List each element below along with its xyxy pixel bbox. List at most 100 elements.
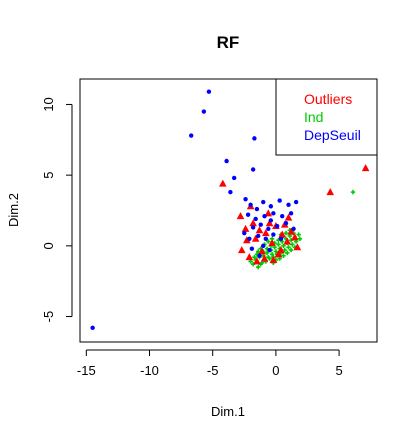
point-depseuil — [267, 247, 272, 253]
point-depseuil — [268, 204, 274, 209]
point-depseuil — [271, 211, 276, 216]
legend-entry-outliers: Outliers — [304, 91, 352, 107]
point-outlier — [278, 230, 287, 238]
data-points — [90, 89, 370, 331]
point-outlier — [326, 188, 335, 196]
point-outlier — [268, 239, 276, 247]
point-ind — [256, 264, 261, 270]
point-depseuil — [268, 218, 274, 223]
point-depseuil — [254, 206, 260, 212]
point-depseuil — [201, 109, 207, 114]
point-outlier — [261, 229, 270, 237]
y-tick-label: 5 — [41, 172, 56, 179]
point-depseuil — [224, 158, 229, 164]
point-outlier — [269, 255, 278, 263]
y-tick-label: -5 — [41, 311, 56, 323]
y-axis: -5 0 5 10 — [41, 97, 73, 323]
point-depseuil — [90, 325, 95, 331]
point-depseuil — [256, 233, 261, 239]
point-outlier — [251, 234, 260, 242]
point-depseuil — [293, 199, 299, 205]
point-outlier — [277, 246, 285, 254]
point-ind — [286, 245, 291, 250]
point-outlier — [253, 257, 261, 265]
point-ind — [276, 242, 281, 247]
y-tick-label: 10 — [41, 97, 56, 111]
point-outlier — [265, 219, 274, 227]
point-ind — [256, 249, 261, 254]
point-depseuil — [231, 175, 237, 181]
point-outlier — [258, 247, 266, 255]
legend-entry-depseuil: DepSeuil — [304, 127, 361, 143]
point-depseuil — [249, 246, 255, 251]
y-axis-label: Dim.2 — [6, 193, 21, 227]
point-ind — [350, 189, 356, 195]
legend-entry-ind: Ind — [304, 109, 323, 125]
point-depseuil — [286, 202, 291, 208]
point-depseuil — [242, 230, 247, 236]
point-depseuil — [250, 225, 256, 230]
point-outlier — [245, 253, 254, 261]
point-outlier — [361, 164, 370, 172]
x-tick-label: 5 — [335, 363, 342, 378]
point-depseuil — [261, 243, 266, 249]
point-outlier — [219, 179, 227, 187]
point-ind — [297, 236, 303, 241]
point-ind — [267, 256, 272, 261]
legend: Outliers Ind DepSeuil — [275, 78, 378, 156]
point-ind — [252, 254, 257, 260]
point-depseuil — [206, 89, 212, 94]
point-depseuil — [288, 211, 294, 216]
point-outlier — [287, 227, 295, 235]
point-depseuil — [291, 226, 296, 232]
point-outlier — [283, 237, 292, 245]
point-outlier — [293, 243, 302, 251]
point-outlier — [243, 236, 251, 244]
x-tick-label: 0 — [272, 363, 279, 378]
point-ind — [283, 230, 289, 236]
x-tick-label: -5 — [207, 363, 219, 378]
point-depseuil — [266, 226, 271, 232]
point-ind — [296, 232, 301, 237]
point-depseuil — [228, 189, 233, 195]
point-outlier — [284, 213, 293, 221]
point-ind — [266, 239, 271, 244]
point-ind — [282, 247, 287, 253]
point-outlier — [241, 224, 250, 232]
y-tick-label: 0 — [41, 242, 56, 249]
x-axis-label: Dim.1 — [211, 404, 245, 419]
point-depseuil — [263, 236, 268, 241]
x-tick-label: -15 — [77, 363, 96, 378]
point-ind — [269, 252, 275, 257]
point-depseuil — [189, 133, 194, 138]
point-depseuil — [245, 212, 251, 217]
point-depseuil — [247, 236, 252, 241]
point-depseuil — [277, 198, 282, 203]
point-outlier — [237, 246, 246, 254]
point-ind — [264, 250, 270, 256]
legend-box — [275, 78, 378, 156]
point-depseuil — [252, 136, 257, 141]
point-outlier — [249, 219, 257, 227]
x-axis: -15 -10 -5 0 5 — [77, 349, 343, 378]
point-ind — [281, 253, 286, 258]
chart-title: RF — [217, 33, 240, 52]
plot-frame — [79, 78, 378, 343]
point-ind — [285, 250, 290, 256]
point-outlier — [264, 209, 273, 217]
point-depseuil — [258, 222, 263, 227]
point-depseuil — [250, 167, 256, 172]
point-depseuil — [248, 202, 253, 208]
point-depseuil — [271, 232, 276, 237]
point-depseuil — [257, 253, 262, 258]
x-tick-label: -10 — [140, 363, 159, 378]
point-ind — [281, 243, 286, 249]
point-depseuil — [261, 199, 266, 205]
point-outlier — [236, 212, 245, 220]
point-ind — [288, 247, 294, 253]
point-outlier — [260, 254, 269, 262]
point-depseuil — [278, 236, 284, 241]
point-outlier — [255, 226, 264, 234]
point-depseuil — [274, 223, 280, 229]
